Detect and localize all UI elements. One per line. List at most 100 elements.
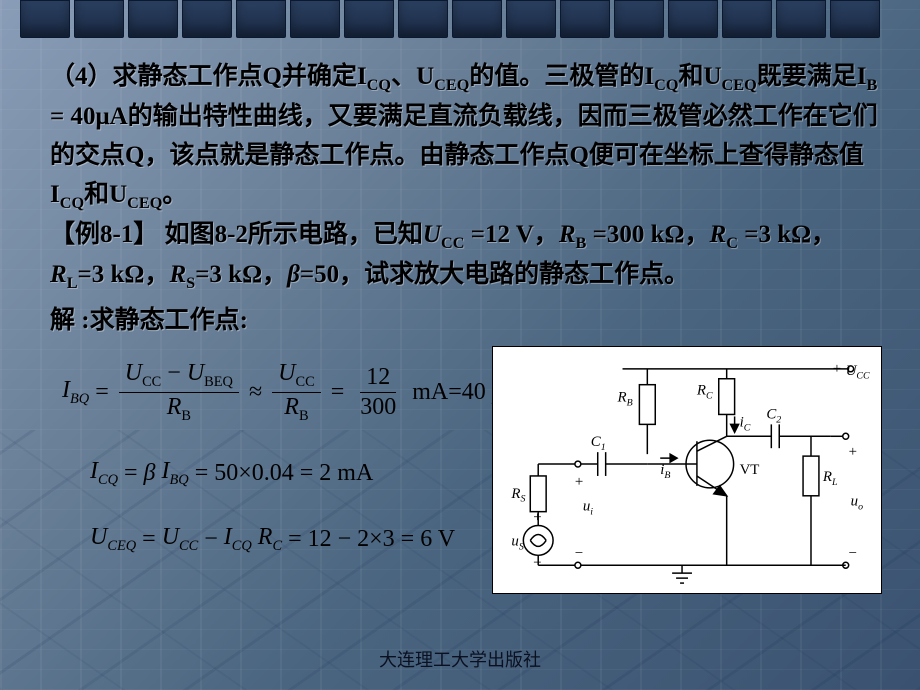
subscript: C bbox=[726, 234, 738, 252]
minus-us: − bbox=[533, 555, 541, 571]
example-paragraph: 【例8-1】 如图8-2所示电路，已知UCC =12 V，RB =300 kΩ，… bbox=[50, 216, 880, 296]
rhs: = 50×0.04 = 2 mA bbox=[195, 460, 374, 487]
equals: = bbox=[95, 379, 109, 406]
unit: mA=40 bbox=[412, 379, 486, 406]
subscript: S bbox=[186, 274, 195, 292]
numerator: 12 bbox=[360, 364, 396, 393]
fraction: UCC − UBEQ RB bbox=[119, 360, 239, 425]
var: R bbox=[559, 221, 576, 248]
var: R bbox=[167, 394, 182, 420]
text: =12 V， bbox=[464, 221, 558, 248]
equation-uceq: UCEQ = UCC − ICQ RC = 12 − 2×3 = 6 V bbox=[90, 524, 455, 555]
subscript: B bbox=[866, 76, 877, 94]
var: IBQ bbox=[162, 458, 189, 489]
rhs: = 12 − 2×3 = 6 V bbox=[288, 526, 455, 553]
text: 和U bbox=[678, 63, 721, 90]
circuit-diagram: RB RC RS RL C1 C2 iB iC VT ui uo uS + UC… bbox=[492, 346, 882, 594]
var: U bbox=[278, 360, 295, 386]
approx: ≈ bbox=[249, 379, 262, 406]
equals: = bbox=[331, 379, 345, 406]
label-ucc: UCC bbox=[846, 363, 870, 382]
text: 的值。三极管的I bbox=[469, 63, 654, 90]
subscript: CEQ bbox=[107, 538, 136, 554]
problem-paragraph: （4）求静态工作点Q并确定ICQ、UCEQ的值。三极管的ICQ和UCEQ既要满足… bbox=[50, 58, 880, 216]
subscript: CEQ bbox=[127, 194, 162, 212]
slide-header-blocks bbox=[0, 0, 920, 38]
label-c2: C2 bbox=[766, 406, 781, 425]
var-beta: β bbox=[287, 261, 300, 288]
subscript: CC bbox=[295, 374, 314, 390]
var: I bbox=[162, 458, 170, 484]
subscript: BQ bbox=[70, 391, 89, 407]
minus-ui: − bbox=[575, 545, 583, 561]
label-ic: iC bbox=[740, 414, 751, 433]
var: I bbox=[62, 377, 70, 403]
text: =3 kΩ， bbox=[738, 221, 836, 248]
var: U bbox=[125, 360, 142, 386]
minus-uo: − bbox=[849, 545, 857, 561]
subscript: CQ bbox=[232, 538, 252, 554]
var: R bbox=[50, 261, 67, 288]
text: 既要满足I bbox=[757, 63, 867, 90]
text: =50，试求放大电路的静态工作点。 bbox=[300, 261, 689, 288]
plus-ui: + bbox=[575, 474, 583, 490]
var: U bbox=[90, 524, 107, 550]
lhs: UCEQ bbox=[90, 524, 136, 555]
label-rl: RL bbox=[822, 469, 838, 488]
text: （4）求静态工作点Q并确定I bbox=[50, 63, 367, 90]
lhs: IBQ bbox=[62, 377, 89, 408]
publisher-footer: 大连理工大学出版社 bbox=[0, 646, 920, 672]
var: R bbox=[710, 221, 727, 248]
var: R bbox=[258, 524, 273, 550]
subscript: C bbox=[272, 538, 282, 554]
lhs: ICQ bbox=[90, 458, 118, 489]
subscript: CQ bbox=[98, 472, 118, 488]
equals: = bbox=[142, 526, 156, 553]
subscript: CQ bbox=[367, 76, 391, 94]
plus-uo: + bbox=[849, 444, 857, 460]
var: U bbox=[162, 524, 179, 550]
beta: β bbox=[144, 460, 156, 487]
var: UCC bbox=[162, 524, 199, 555]
label-ib: iB bbox=[660, 462, 670, 481]
var: I bbox=[224, 524, 232, 550]
subscript: CEQ bbox=[722, 76, 757, 94]
plus-us: + bbox=[533, 510, 541, 526]
text: 【例8-1】 如图8-2所示电路，已知 bbox=[50, 221, 423, 248]
label-c1: C1 bbox=[591, 434, 606, 453]
subscript: B bbox=[181, 408, 191, 424]
denominator: 300 bbox=[354, 393, 402, 421]
var: RC bbox=[258, 524, 282, 555]
label-vt: VT bbox=[740, 462, 760, 478]
subscript: CC bbox=[441, 234, 464, 252]
text: =3 kΩ， bbox=[78, 261, 170, 288]
fraction: UCC RB bbox=[272, 360, 321, 425]
minus: − bbox=[161, 360, 187, 386]
var: R bbox=[169, 261, 186, 288]
var: R bbox=[284, 394, 299, 420]
text: =3 kΩ， bbox=[195, 261, 287, 288]
label-us: uS bbox=[511, 533, 523, 552]
subscript: BQ bbox=[170, 472, 189, 488]
label-rc: RC bbox=[696, 383, 713, 402]
subscript: B bbox=[576, 234, 587, 252]
label-uo: uo bbox=[851, 494, 863, 513]
text: 。 bbox=[162, 181, 187, 208]
subscript: BEQ bbox=[204, 374, 233, 390]
subscript: B bbox=[299, 408, 309, 424]
subscript: CC bbox=[142, 374, 161, 390]
solution-label: 解 :求静态工作点: bbox=[50, 300, 880, 336]
label-ui: ui bbox=[583, 499, 593, 518]
var: I bbox=[90, 458, 98, 484]
label-rb: RB bbox=[617, 390, 633, 409]
label-rs: RS bbox=[510, 486, 525, 505]
var: U bbox=[187, 360, 204, 386]
minus: − bbox=[204, 526, 218, 553]
fraction: 12 300 bbox=[354, 364, 402, 421]
subscript: CQ bbox=[654, 76, 678, 94]
text: =300 kΩ， bbox=[586, 221, 709, 248]
label-ucc-plus: + bbox=[833, 361, 841, 377]
subscript: CEQ bbox=[434, 76, 469, 94]
text: 和U bbox=[84, 181, 127, 208]
slide-content: （4）求静态工作点Q并确定ICQ、UCEQ的值。三极管的ICQ和UCEQ既要满足… bbox=[50, 58, 880, 336]
